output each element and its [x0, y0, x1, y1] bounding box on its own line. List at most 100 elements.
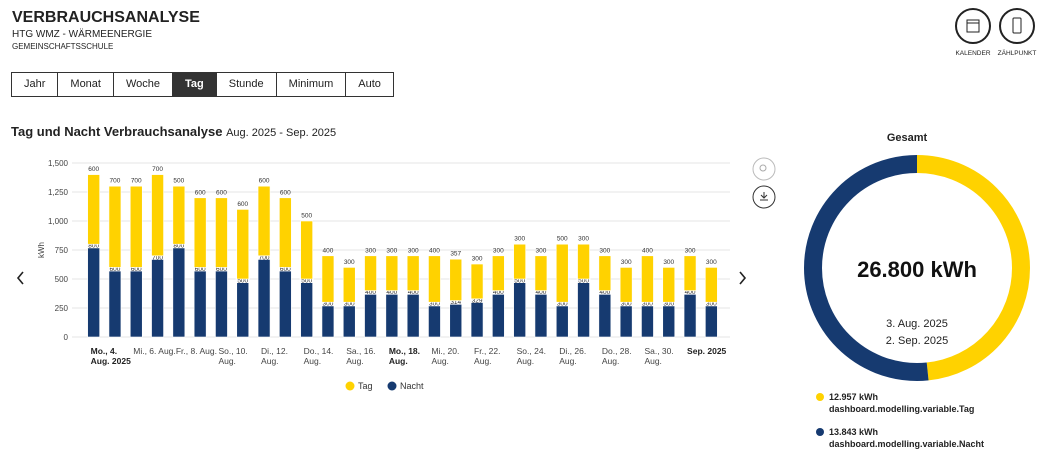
x-tick-label: Mo., 18. Aug.	[388, 346, 421, 366]
bar-segment	[492, 255, 505, 291]
tab[interactable]: Jahr	[12, 73, 59, 96]
x-tick-label: Di., 26. Aug.	[559, 346, 587, 366]
value-label: 700	[110, 178, 121, 185]
value-label: 600	[216, 189, 227, 196]
value-label: 300	[408, 247, 419, 254]
x-tick-label: Di., 12. Aug.	[261, 346, 288, 366]
bar-segment	[151, 255, 164, 338]
chart-title: Tag und Nacht Verbrauchsanalyse Aug. 202…	[11, 124, 336, 139]
value-label: 400	[599, 289, 610, 296]
bar-segment	[215, 267, 228, 338]
value-label: 500	[578, 278, 589, 285]
y-axis-label: kWh	[37, 242, 46, 258]
bar-segment	[129, 185, 143, 268]
value-label: 700	[152, 166, 163, 173]
value-label: 300	[472, 256, 483, 263]
bar-segment	[129, 267, 143, 338]
bar-segment	[619, 267, 633, 303]
prev-arrow[interactable]	[16, 271, 24, 285]
bar-segment	[577, 278, 590, 338]
value-label: 800	[173, 243, 184, 250]
bar-segment	[172, 243, 186, 338]
y-tick-label: 750	[55, 246, 69, 255]
legend-value: 12.957 kWh	[829, 392, 878, 402]
tab[interactable]: Stunde	[217, 73, 277, 96]
x-tick-label: Sa., 16. Aug.	[346, 346, 376, 366]
bar-segment	[406, 255, 420, 291]
x-tick-label: So., 24. Aug.	[516, 346, 546, 366]
bar-segment	[705, 267, 718, 303]
zoom-button[interactable]	[752, 157, 776, 181]
bar-segment	[87, 243, 100, 338]
value-label: 300	[323, 301, 334, 308]
y-tick-label: 250	[55, 304, 69, 313]
next-arrow[interactable]	[739, 271, 747, 285]
tab[interactable]: Minimum	[277, 73, 347, 96]
bar-segment	[236, 209, 250, 280]
value-label: 600	[237, 201, 248, 208]
legend-swatch	[345, 381, 355, 391]
donut-segment	[804, 155, 1030, 381]
bar-segment	[193, 267, 207, 338]
meter-label: ZÄHLPUNKT	[998, 49, 1037, 57]
value-label: 400	[536, 289, 547, 296]
value-label: 300	[706, 301, 717, 308]
tab[interactable]: Tag	[173, 73, 217, 96]
value-label: 400	[386, 289, 397, 296]
bar-segment	[513, 278, 526, 338]
bar-segment	[385, 290, 399, 338]
pie-title: Gesamt	[887, 132, 928, 144]
bar-segment	[449, 258, 463, 301]
meter-button[interactable]	[999, 8, 1035, 44]
org: GEMEINSCHAFTSSCHULE	[12, 42, 114, 51]
chart-subtitle: Aug. 2025 - Sep. 2025	[226, 127, 337, 139]
bar-segment	[279, 267, 292, 338]
bar-segment	[470, 263, 484, 300]
value-label: 300	[429, 301, 440, 308]
legend-label: Tag	[358, 381, 373, 391]
x-tick-label: Sa., 30. Aug.	[644, 346, 674, 366]
page-title: VERBRAUCHSANALYSE	[12, 9, 200, 26]
tab[interactable]: Auto	[358, 78, 381, 90]
value-label: 300	[536, 247, 547, 254]
calendar-button[interactable]	[955, 8, 991, 44]
download-button[interactable]	[752, 185, 776, 209]
bar-segment	[257, 185, 271, 257]
bar-segment	[641, 255, 654, 303]
value-label: 700	[131, 178, 142, 185]
value-label: 300	[386, 247, 397, 254]
x-tick-label: Mi., 20. Aug.	[431, 346, 460, 366]
bar-segment	[598, 255, 612, 291]
center-label: 26.800 kWh	[857, 257, 977, 282]
bar-segment	[555, 243, 569, 303]
bar-segment	[492, 290, 505, 338]
value-label: 400	[685, 289, 696, 296]
value-label: 400	[323, 247, 334, 254]
value-label: 600	[131, 266, 142, 273]
value-label: 300	[663, 259, 674, 266]
bar-segment	[534, 290, 548, 338]
bar-segment	[364, 255, 377, 291]
value-label: 400	[408, 289, 419, 296]
tab[interactable]: Woche	[114, 73, 174, 96]
bar-segment	[108, 185, 122, 268]
bar-segment	[598, 290, 612, 338]
value-label: 600	[280, 189, 291, 196]
value-label: 300	[514, 236, 525, 243]
value-label: 300	[365, 247, 376, 254]
tab[interactable]: Monat	[58, 73, 114, 96]
legend-label: dashboard.modelling.variable.Tag	[829, 404, 974, 414]
value-label: 329	[472, 297, 483, 304]
x-tick-label: Sep. 2025	[687, 346, 727, 356]
value-label: 600	[110, 266, 121, 273]
bar-segment	[151, 174, 164, 257]
value-label: 500	[237, 278, 248, 285]
value-label: 300	[642, 301, 653, 308]
y-tick-label: 1,250	[48, 188, 69, 197]
calendar-label: KALENDER	[955, 50, 990, 57]
bar-segment	[342, 267, 356, 303]
bar-segment	[364, 290, 377, 338]
bar-segment	[215, 197, 228, 268]
bar-segment	[577, 243, 590, 280]
bar-segment	[428, 255, 441, 303]
